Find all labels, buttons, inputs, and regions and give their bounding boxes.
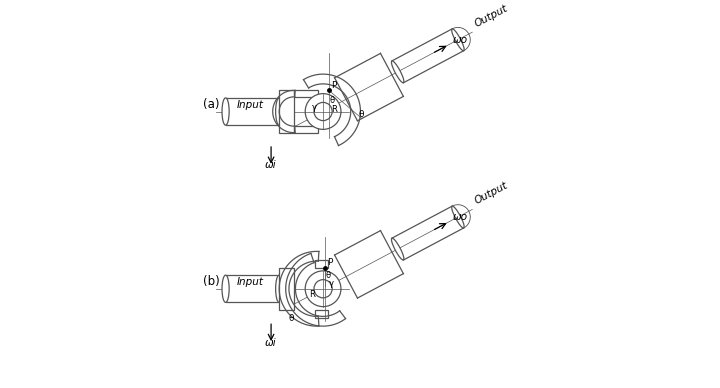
Text: ωo: ωo	[453, 35, 468, 45]
Text: Input: Input	[236, 277, 264, 287]
Text: ωi: ωi	[265, 160, 277, 170]
Ellipse shape	[276, 98, 283, 125]
Circle shape	[314, 280, 332, 298]
Text: ωi: ωi	[265, 338, 277, 348]
Circle shape	[314, 102, 332, 121]
Bar	[225, 275, 279, 302]
Bar	[315, 310, 328, 318]
Ellipse shape	[451, 206, 464, 228]
Circle shape	[305, 271, 341, 307]
Text: γ: γ	[312, 103, 317, 112]
Text: ωo: ωo	[453, 212, 468, 222]
Text: γ: γ	[328, 279, 333, 288]
Text: R: R	[331, 105, 337, 114]
Ellipse shape	[392, 238, 404, 260]
Text: (b): (b)	[203, 275, 220, 288]
Ellipse shape	[276, 275, 283, 302]
Bar	[225, 98, 279, 125]
Bar	[294, 90, 318, 97]
Text: (a): (a)	[203, 98, 220, 111]
Ellipse shape	[392, 61, 404, 83]
Ellipse shape	[222, 98, 229, 125]
Text: θ: θ	[325, 271, 330, 281]
Ellipse shape	[222, 275, 229, 302]
Ellipse shape	[451, 29, 464, 51]
Text: P: P	[327, 258, 332, 267]
Text: Output: Output	[473, 180, 510, 206]
Text: θ: θ	[289, 314, 294, 323]
Bar	[315, 260, 328, 268]
Text: Output: Output	[473, 3, 510, 29]
Text: Input: Input	[236, 100, 264, 109]
Text: P: P	[331, 81, 337, 90]
Text: R: R	[310, 290, 315, 299]
Text: θ: θ	[359, 110, 364, 120]
Text: θ: θ	[330, 96, 335, 106]
Circle shape	[305, 94, 341, 129]
Bar	[294, 126, 318, 133]
Bar	[279, 268, 294, 310]
Bar	[279, 90, 294, 133]
